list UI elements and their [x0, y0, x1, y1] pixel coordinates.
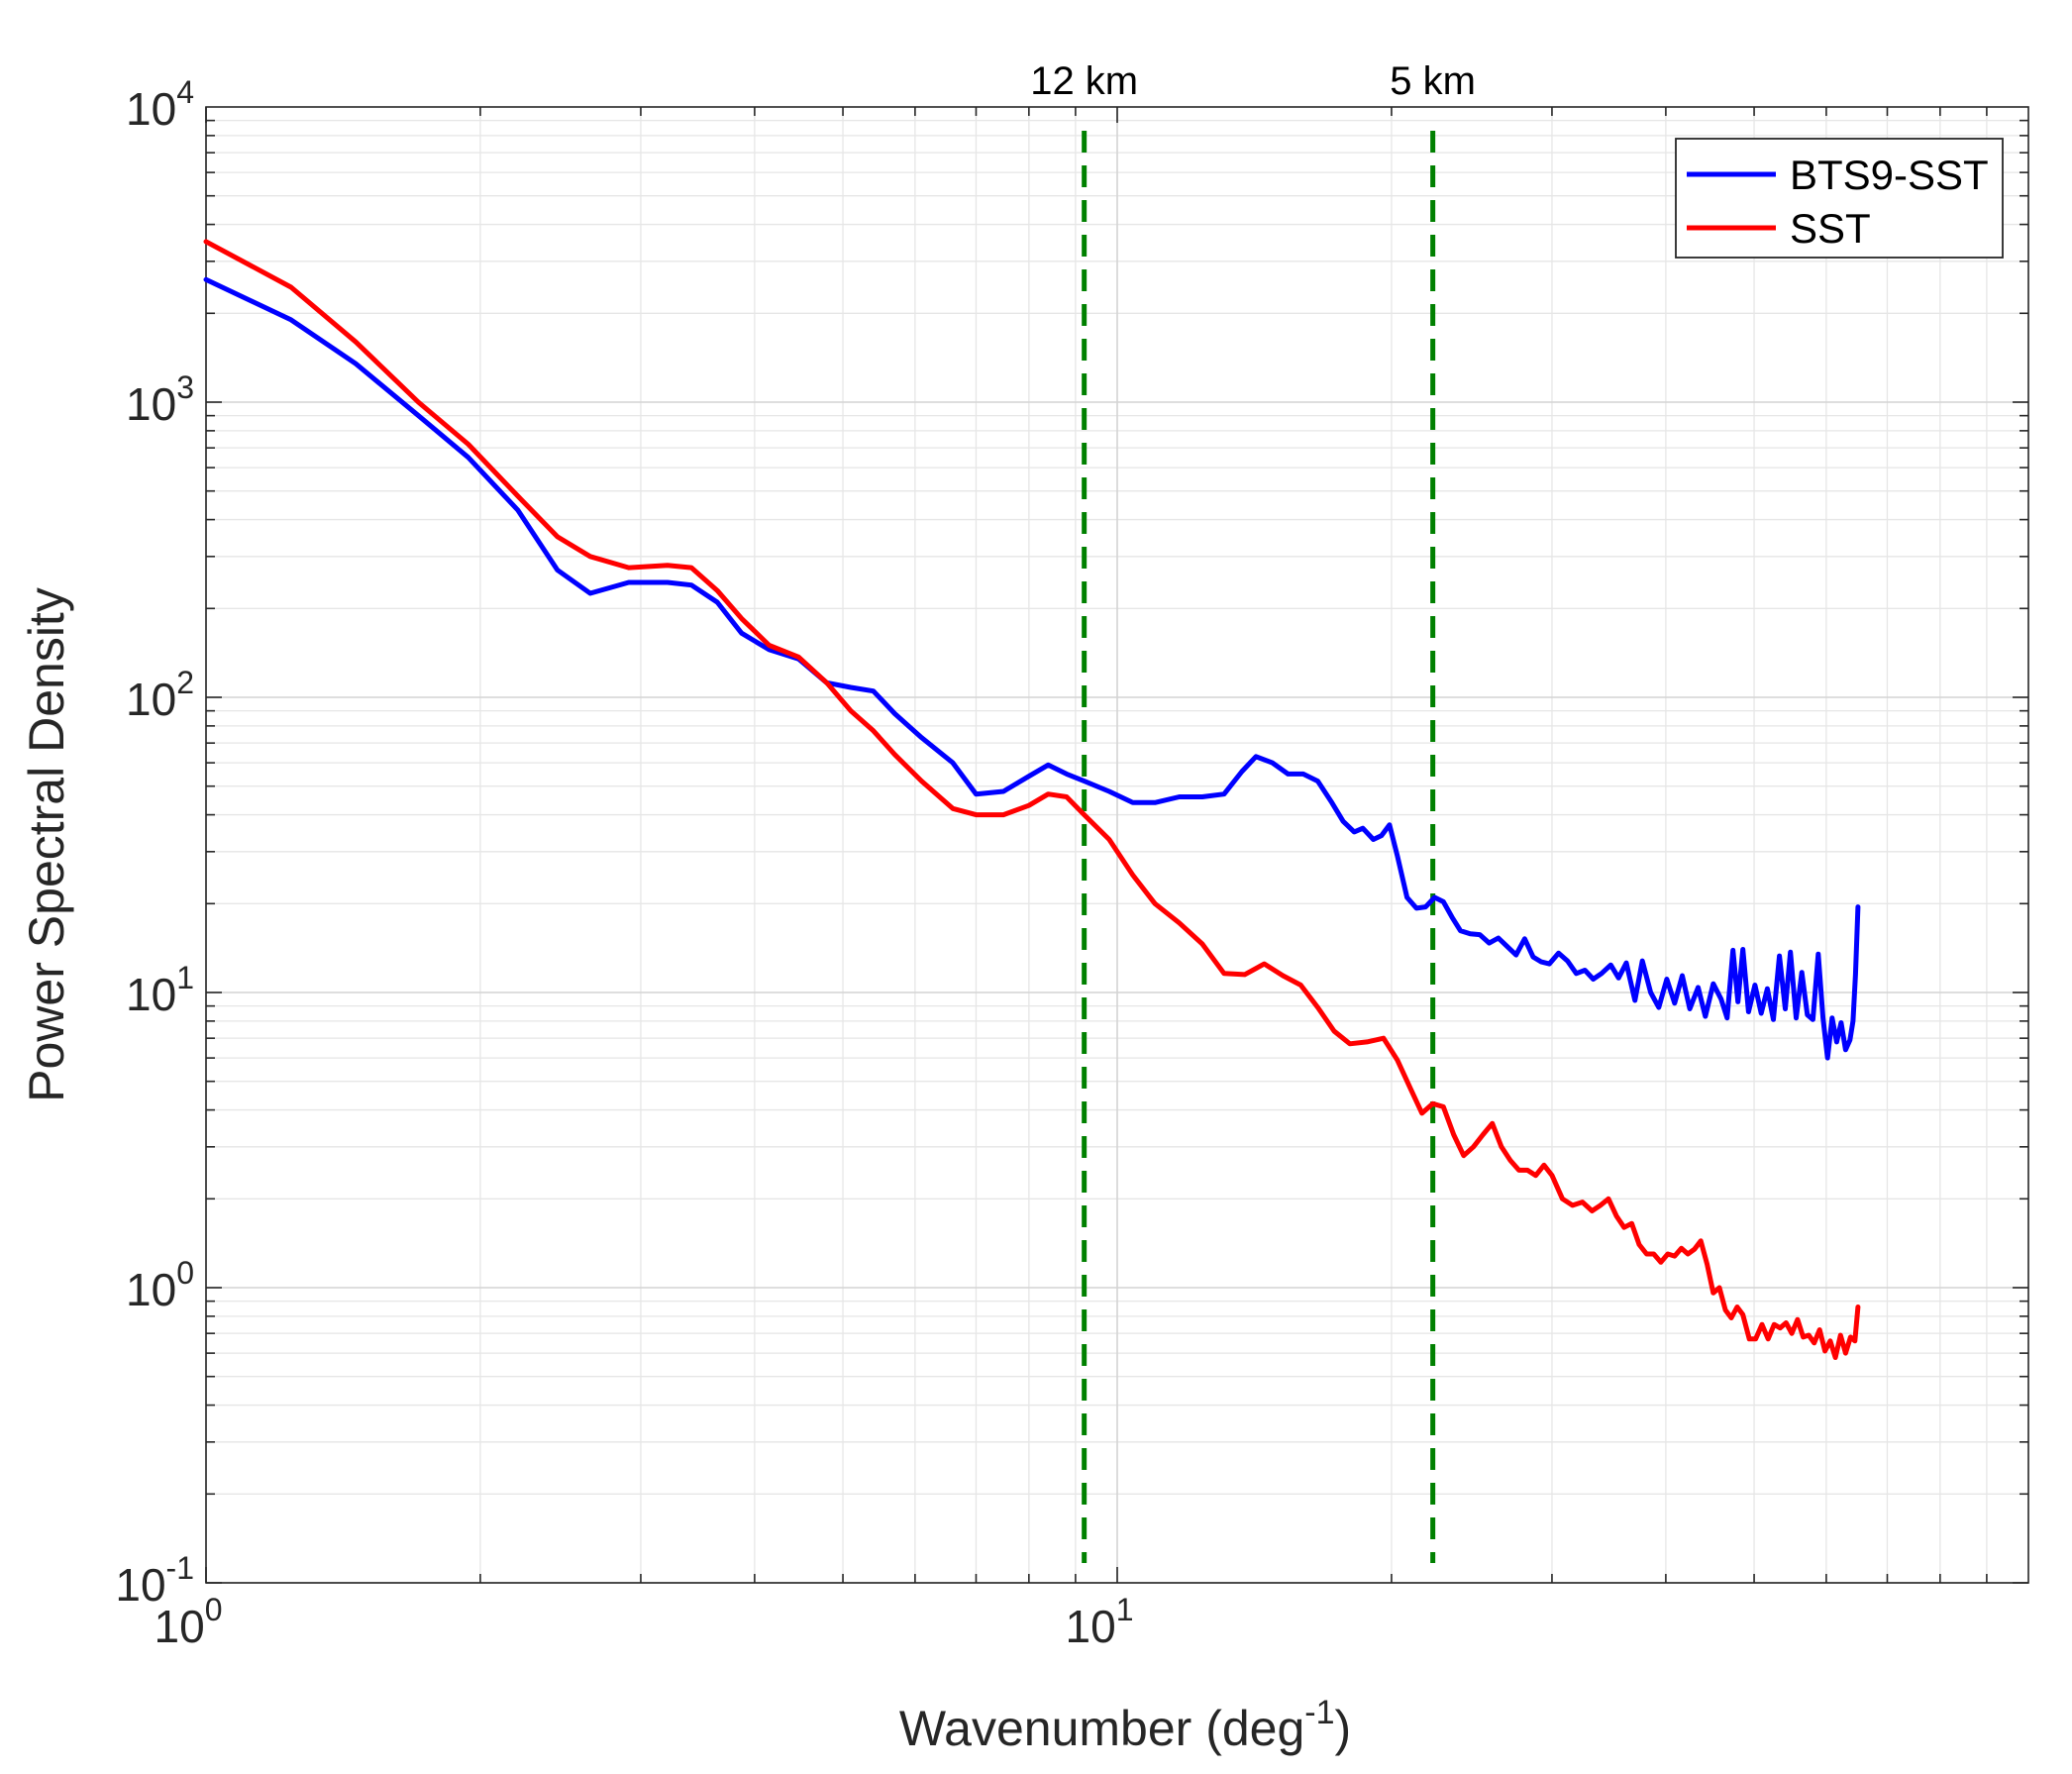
y-tick-label: 104	[126, 74, 194, 135]
y-tick-label: 101	[126, 960, 194, 1020]
series-line-sst	[203, 239, 1861, 1360]
y-tick-label: 100	[126, 1255, 194, 1315]
legend: BTS9-SST SST	[1675, 138, 2004, 259]
data-series	[203, 239, 1861, 1360]
y-tick-label: 102	[126, 665, 194, 725]
y-axis-title: Power Spectral Density	[19, 587, 74, 1102]
x-tick-label: 100	[155, 1592, 223, 1652]
y-tick-label: 10-1	[115, 1550, 194, 1611]
vline-label-12km: 12 km	[1030, 59, 1138, 103]
x-axis-title: Wavenumber (deg-1)	[899, 1694, 1351, 1756]
legend-label-sst: SST	[1790, 205, 1871, 252]
legend-label-bts9-sst: BTS9-SST	[1790, 152, 1989, 198]
y-tick-label: 103	[126, 369, 194, 430]
legend-box	[1675, 138, 2004, 259]
series-line-bts9-sst	[203, 276, 1861, 1061]
axis-ticks	[205, 107, 2028, 1584]
x-tick-label: 101	[1066, 1592, 1134, 1652]
reference-lines: 12 km 5 km	[1030, 59, 1476, 1563]
vline-label-5km: 5 km	[1390, 59, 1476, 103]
